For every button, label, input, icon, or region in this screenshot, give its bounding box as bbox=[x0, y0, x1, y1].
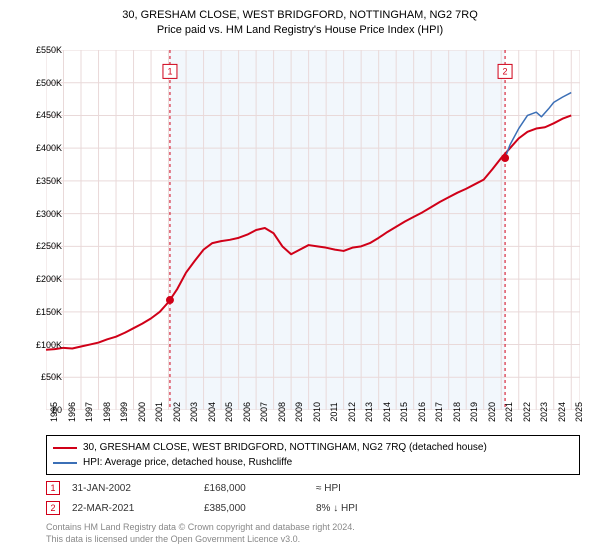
x-tick-label: 2006 bbox=[242, 402, 252, 422]
x-tick-label: 2012 bbox=[347, 402, 357, 422]
y-tick-label: £150K bbox=[36, 307, 62, 317]
x-tick-label: 2019 bbox=[469, 402, 479, 422]
legend-label: HPI: Average price, detached house, Rush… bbox=[83, 455, 292, 470]
footer-line-1: Contains HM Land Registry data © Crown c… bbox=[46, 522, 355, 534]
y-tick-label: £450K bbox=[36, 110, 62, 120]
transaction-date: 22-MAR-2021 bbox=[72, 503, 192, 514]
y-tick-label: £100K bbox=[36, 340, 62, 350]
x-tick-label: 2004 bbox=[207, 402, 217, 422]
transaction-compare: ≈ HPI bbox=[316, 483, 416, 494]
x-tick-label: 2014 bbox=[382, 402, 392, 422]
transaction-compare: 8% ↓ HPI bbox=[316, 503, 416, 514]
footer-attribution: Contains HM Land Registry data © Crown c… bbox=[46, 522, 355, 545]
transaction-price: £168,000 bbox=[204, 483, 304, 494]
legend-item: 30, GRESHAM CLOSE, WEST BRIDGFORD, NOTTI… bbox=[53, 440, 573, 455]
y-tick-label: £50K bbox=[41, 372, 62, 382]
transaction-price: £385,000 bbox=[204, 503, 304, 514]
transaction-badge: 1 bbox=[46, 481, 60, 495]
x-tick-label: 2025 bbox=[574, 402, 584, 422]
x-tick-label: 2000 bbox=[137, 402, 147, 422]
footer-line-2: This data is licensed under the Open Gov… bbox=[46, 534, 355, 546]
x-tick-label: 2002 bbox=[172, 402, 182, 422]
x-tick-label: 2003 bbox=[189, 402, 199, 422]
y-tick-label: £350K bbox=[36, 176, 62, 186]
x-tick-label: 1996 bbox=[67, 402, 77, 422]
x-tick-label: 2013 bbox=[364, 402, 374, 422]
chart-title: 30, GRESHAM CLOSE, WEST BRIDGFORD, NOTTI… bbox=[0, 0, 600, 22]
legend-item: HPI: Average price, detached house, Rush… bbox=[53, 455, 573, 470]
x-tick-label: 2018 bbox=[452, 402, 462, 422]
x-tick-label: 1997 bbox=[84, 402, 94, 422]
transaction-row: 1 31-JAN-2002 £168,000 ≈ HPI bbox=[46, 478, 416, 498]
svg-text:1: 1 bbox=[167, 66, 172, 76]
x-tick-label: 2007 bbox=[259, 402, 269, 422]
transactions-table: 1 31-JAN-2002 £168,000 ≈ HPI 2 22-MAR-2021 £38… bbox=[46, 478, 416, 518]
chart-container: 30, GRESHAM CLOSE, WEST BRIDGFORD, NOTTI… bbox=[0, 0, 600, 560]
x-tick-label: 2009 bbox=[294, 402, 304, 422]
plot-area: 12 bbox=[46, 50, 580, 410]
x-tick-label: 2010 bbox=[312, 402, 322, 422]
legend: 30, GRESHAM CLOSE, WEST BRIDGFORD, NOTTI… bbox=[46, 435, 580, 475]
x-tick-label: 2005 bbox=[224, 402, 234, 422]
x-tick-label: 2016 bbox=[417, 402, 427, 422]
svg-text:2: 2 bbox=[503, 66, 508, 76]
x-tick-label: 1999 bbox=[119, 402, 129, 422]
x-tick-label: 2024 bbox=[557, 402, 567, 422]
y-tick-label: £300K bbox=[36, 209, 62, 219]
y-tick-label: £500K bbox=[36, 78, 62, 88]
x-tick-label: 2001 bbox=[154, 402, 164, 422]
legend-swatch bbox=[53, 447, 77, 449]
y-tick-label: £250K bbox=[36, 241, 62, 251]
transaction-row: 2 22-MAR-2021 £385,000 8% ↓ HPI bbox=[46, 498, 416, 518]
x-tick-label: 2017 bbox=[434, 402, 444, 422]
x-tick-label: 1995 bbox=[49, 402, 59, 422]
x-tick-label: 2021 bbox=[504, 402, 514, 422]
y-tick-label: £200K bbox=[36, 274, 62, 284]
x-tick-label: 1998 bbox=[102, 402, 112, 422]
x-tick-label: 2022 bbox=[522, 402, 532, 422]
x-tick-label: 2011 bbox=[329, 402, 339, 421]
legend-swatch bbox=[53, 462, 77, 464]
transaction-date: 31-JAN-2002 bbox=[72, 483, 192, 494]
transaction-badge: 2 bbox=[46, 501, 60, 515]
x-tick-label: 2023 bbox=[539, 402, 549, 422]
plot-svg: 12 bbox=[46, 50, 580, 410]
chart-subtitle: Price paid vs. HM Land Registry's House … bbox=[0, 22, 600, 36]
x-tick-label: 2020 bbox=[487, 402, 497, 422]
x-tick-label: 2015 bbox=[399, 402, 409, 422]
y-tick-label: £400K bbox=[36, 143, 62, 153]
y-tick-label: £550K bbox=[36, 45, 62, 55]
x-tick-label: 2008 bbox=[277, 402, 287, 422]
legend-label: 30, GRESHAM CLOSE, WEST BRIDGFORD, NOTTI… bbox=[83, 440, 487, 455]
